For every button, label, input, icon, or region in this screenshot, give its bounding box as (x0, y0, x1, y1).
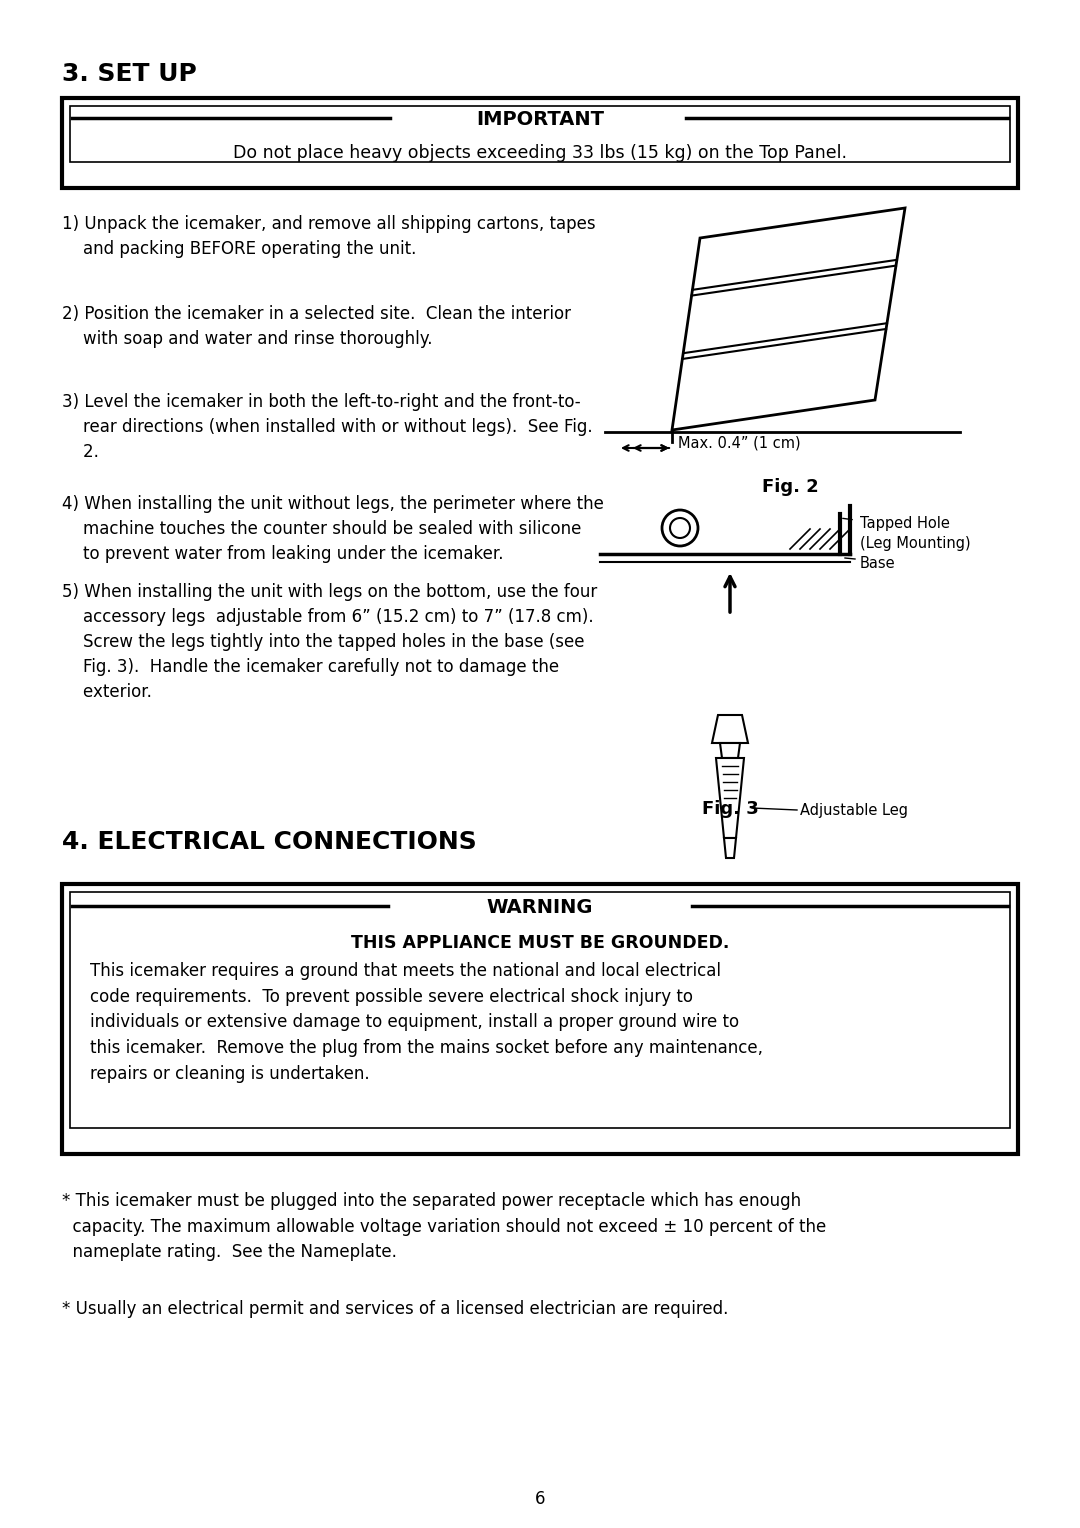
Text: 3) Level the icemaker in both the left-to-right and the front-to-
    rear direc: 3) Level the icemaker in both the left-t… (62, 393, 593, 461)
Text: Adjustable Leg: Adjustable Leg (800, 804, 908, 817)
Text: Do not place heavy objects exceeding 33 lbs (15 kg) on the Top Panel.: Do not place heavy objects exceeding 33 … (233, 144, 847, 162)
Text: Tapped Hole
(Leg Mounting): Tapped Hole (Leg Mounting) (860, 516, 971, 550)
Polygon shape (716, 758, 744, 837)
Text: WARNING: WARNING (487, 898, 593, 917)
Text: 6: 6 (535, 1490, 545, 1508)
Polygon shape (712, 715, 748, 743)
Text: IMPORTANT: IMPORTANT (476, 110, 604, 128)
Bar (62, 98, 1018, 188)
Text: * Usually an electrical permit and services of a licensed electrician are requir: * Usually an electrical permit and servi… (62, 1300, 728, 1319)
Polygon shape (672, 208, 905, 429)
Circle shape (662, 510, 698, 545)
Text: 5) When installing the unit with legs on the bottom, use the four
    accessory : 5) When installing the unit with legs on… (62, 584, 597, 701)
Text: Fig. 3: Fig. 3 (702, 801, 758, 817)
Polygon shape (724, 837, 735, 859)
Bar (70, 892, 1010, 1128)
Text: 1) Unpack the icemaker, and remove all shipping cartons, tapes
    and packing B: 1) Unpack the icemaker, and remove all s… (62, 215, 596, 258)
Text: 4. ELECTRICAL CONNECTIONS: 4. ELECTRICAL CONNECTIONS (62, 830, 476, 854)
Text: This icemaker requires a ground that meets the national and local electrical
cod: This icemaker requires a ground that mee… (90, 963, 762, 1083)
Circle shape (670, 518, 690, 538)
Text: THIS APPLIANCE MUST BE GROUNDED.: THIS APPLIANCE MUST BE GROUNDED. (351, 934, 729, 952)
Text: 4) When installing the unit without legs, the perimeter where the
    machine to: 4) When installing the unit without legs… (62, 495, 604, 562)
Text: 3. SET UP: 3. SET UP (62, 63, 197, 86)
Text: Fig. 2: Fig. 2 (761, 478, 819, 497)
Text: Base: Base (860, 556, 895, 571)
Text: 2) Position the icemaker in a selected site.  Clean the interior
    with soap a: 2) Position the icemaker in a selected s… (62, 306, 571, 348)
Bar (62, 885, 1018, 1154)
Text: Max. 0.4” (1 cm): Max. 0.4” (1 cm) (678, 435, 800, 451)
Text: * This icemaker must be plugged into the separated power receptacle which has en: * This icemaker must be plugged into the… (62, 1192, 826, 1262)
Polygon shape (720, 743, 740, 758)
Bar (70, 105, 1010, 162)
